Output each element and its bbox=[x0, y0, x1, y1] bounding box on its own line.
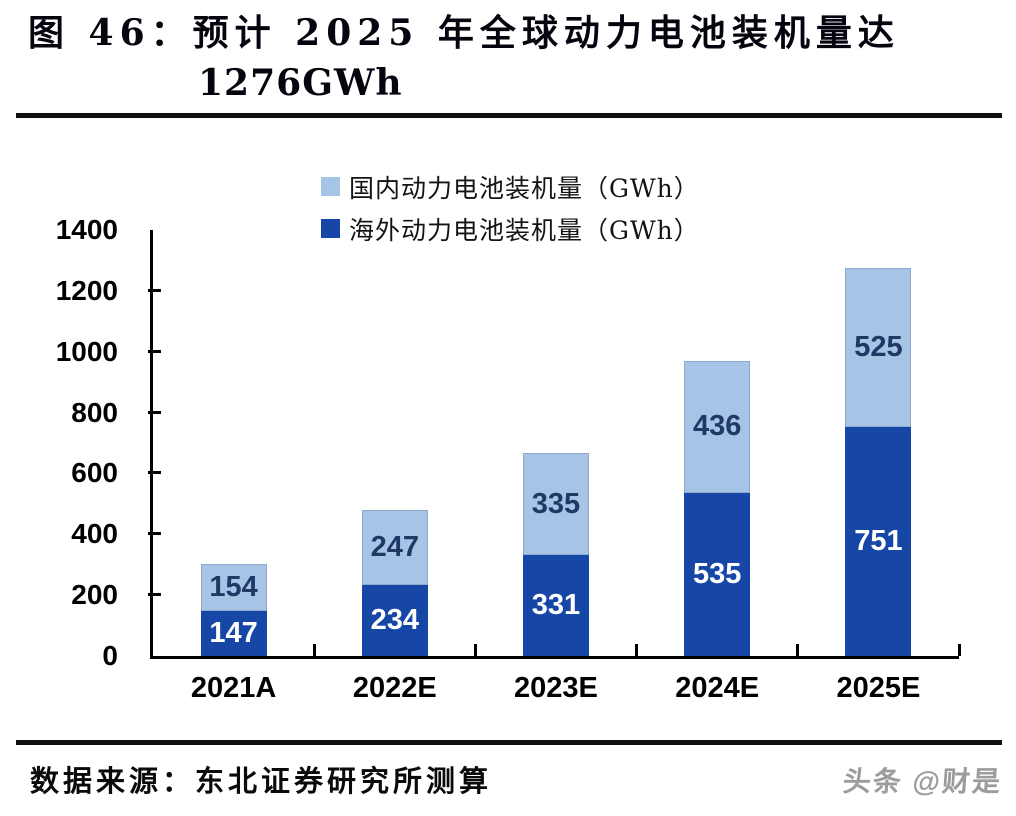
bar-value-label: 147 bbox=[209, 617, 258, 650]
y-axis-tick-mark bbox=[148, 349, 161, 353]
bar-value-label: 234 bbox=[370, 603, 419, 636]
plot-area: 0 200 400 600 800 1000 1200 1400 147 154 2021A 234 2… bbox=[56, 215, 961, 704]
legend-swatch-domestic-icon bbox=[321, 177, 340, 196]
legend-item-domestic: 国内动力电池装机量（GWh） bbox=[321, 170, 700, 203]
bar-segment-domestic: 154 bbox=[200, 564, 267, 612]
x-axis-tick-label: 2024E bbox=[675, 672, 760, 704]
y-axis-tick-mark bbox=[148, 410, 161, 414]
bar-value-label: 535 bbox=[692, 558, 742, 591]
data-source-text: 数据来源：东北证券研究所测算 bbox=[30, 764, 493, 798]
bar-value-label: 335 bbox=[531, 487, 581, 520]
x-axis-tick-label: 2025E bbox=[836, 672, 921, 704]
bar-segment-overseas: 331 bbox=[523, 555, 589, 656]
watermark-text: 头条 @财是 bbox=[841, 766, 1003, 797]
bar-segment-overseas: 535 bbox=[684, 493, 751, 656]
y-axis-tick-mark bbox=[148, 288, 161, 292]
y-axis-tick-mark bbox=[148, 532, 161, 536]
bar-value-label: 247 bbox=[370, 530, 419, 563]
bar-segment-domestic: 247 bbox=[361, 509, 428, 585]
x-axis-tick-mark bbox=[957, 644, 961, 656]
y-axis-tick-mark bbox=[148, 593, 161, 597]
y-axis-tick-mark bbox=[148, 471, 161, 475]
bar-value-label: 154 bbox=[209, 571, 258, 604]
y-axis-tick-label: 200 bbox=[71, 579, 118, 611]
x-axis-tick-label: 2022E bbox=[352, 672, 437, 704]
y-axis-tick-label: 1000 bbox=[55, 335, 118, 367]
y-axis-tick-label: 1200 bbox=[55, 274, 118, 306]
figure-title-line1: 图 46：预计 2025 年全球动力电池装机量达 bbox=[28, 12, 900, 54]
y-axis-tick-label: 1400 bbox=[55, 214, 118, 245]
legend-label-domestic: 国内动力电池装机量（GWh） bbox=[349, 173, 700, 203]
legend-item-overseas: 海外动力电池装机量（GWh） bbox=[321, 212, 700, 245]
bar-value-label: 436 bbox=[692, 410, 742, 443]
y-axis-tick-label: 400 bbox=[71, 518, 118, 550]
y-axis-tick-label: 600 bbox=[71, 457, 118, 489]
legend-label-overseas: 海外动力电池装机量（GWh） bbox=[349, 215, 700, 245]
y-axis-tick-label: 800 bbox=[71, 396, 118, 428]
chart-legend: 国内动力电池装机量（GWh） 海外动力电池装机量（GWh） bbox=[321, 170, 700, 245]
x-axis-tick-label: 2023E bbox=[514, 672, 598, 704]
x-axis-tick-mark bbox=[312, 644, 316, 656]
bar-segment-overseas: 234 bbox=[361, 584, 428, 656]
bar-segment-overseas: 147 bbox=[200, 611, 267, 656]
bar-value-label: 751 bbox=[854, 525, 903, 558]
bar-segment-overseas: 751 bbox=[845, 427, 912, 656]
x-axis-tick-mark bbox=[796, 644, 800, 656]
legend-swatch-overseas-icon bbox=[321, 219, 340, 238]
y-axis-tick-label: 0 bbox=[102, 640, 118, 671]
title-divider-line bbox=[16, 113, 1002, 118]
bar-value-label: 525 bbox=[854, 331, 903, 364]
x-axis-tick-label: 2021A bbox=[190, 672, 277, 704]
bar-segment-domestic: 335 bbox=[523, 453, 589, 556]
x-axis-tick-mark bbox=[635, 644, 639, 656]
bar-value-label: 331 bbox=[531, 589, 581, 622]
bar-segment-domestic: 525 bbox=[845, 267, 912, 428]
footer-divider-line bbox=[16, 740, 1002, 745]
bar-segment-domestic: 436 bbox=[684, 360, 751, 494]
x-axis-tick-mark bbox=[473, 644, 477, 656]
figure-title-line2: 1276GWh bbox=[198, 62, 403, 104]
